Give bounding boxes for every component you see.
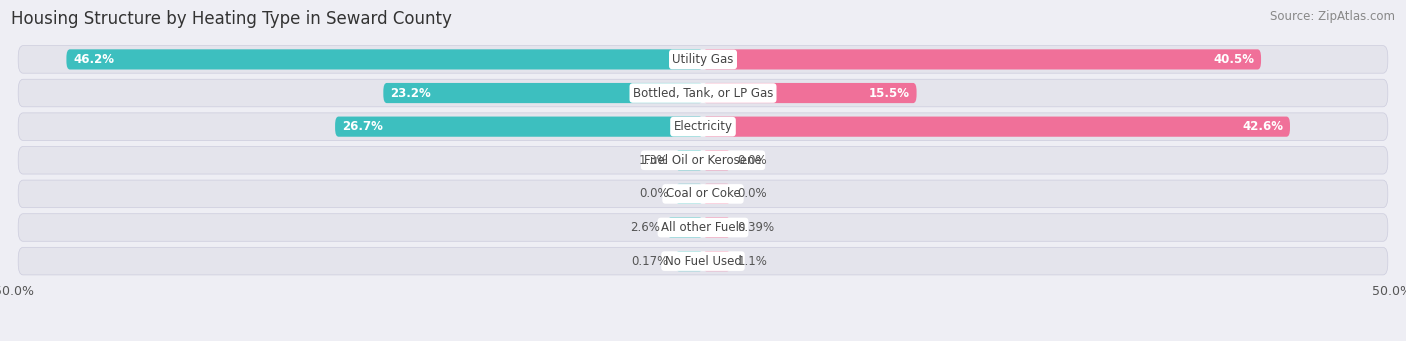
FancyBboxPatch shape — [18, 79, 1388, 107]
FancyBboxPatch shape — [675, 150, 703, 170]
FancyBboxPatch shape — [703, 184, 731, 204]
FancyBboxPatch shape — [703, 150, 731, 170]
Text: 42.6%: 42.6% — [1241, 120, 1284, 133]
Text: 15.5%: 15.5% — [869, 87, 910, 100]
Text: 0.0%: 0.0% — [738, 188, 768, 201]
Text: Housing Structure by Heating Type in Seward County: Housing Structure by Heating Type in Sew… — [11, 10, 453, 28]
FancyBboxPatch shape — [18, 180, 1388, 208]
Text: 0.0%: 0.0% — [738, 154, 768, 167]
Text: Source: ZipAtlas.com: Source: ZipAtlas.com — [1270, 10, 1395, 23]
Text: No Fuel Used: No Fuel Used — [665, 255, 741, 268]
Text: 0.0%: 0.0% — [638, 188, 669, 201]
FancyBboxPatch shape — [703, 218, 731, 238]
FancyBboxPatch shape — [703, 117, 1289, 137]
Text: Utility Gas: Utility Gas — [672, 53, 734, 66]
FancyBboxPatch shape — [384, 83, 703, 103]
FancyBboxPatch shape — [668, 218, 703, 238]
FancyBboxPatch shape — [675, 184, 703, 204]
Text: Bottled, Tank, or LP Gas: Bottled, Tank, or LP Gas — [633, 87, 773, 100]
FancyBboxPatch shape — [675, 251, 703, 271]
Text: All other Fuels: All other Fuels — [661, 221, 745, 234]
FancyBboxPatch shape — [18, 247, 1388, 275]
Text: Electricity: Electricity — [673, 120, 733, 133]
FancyBboxPatch shape — [18, 113, 1388, 140]
Text: 1.1%: 1.1% — [738, 255, 768, 268]
Text: Coal or Coke: Coal or Coke — [665, 188, 741, 201]
Text: 0.17%: 0.17% — [631, 255, 669, 268]
FancyBboxPatch shape — [703, 83, 917, 103]
FancyBboxPatch shape — [703, 251, 731, 271]
Text: 46.2%: 46.2% — [73, 53, 114, 66]
Text: 0.39%: 0.39% — [738, 221, 775, 234]
FancyBboxPatch shape — [18, 46, 1388, 73]
FancyBboxPatch shape — [335, 117, 703, 137]
Text: 2.6%: 2.6% — [630, 221, 661, 234]
FancyBboxPatch shape — [703, 49, 1261, 70]
Text: Fuel Oil or Kerosene: Fuel Oil or Kerosene — [644, 154, 762, 167]
FancyBboxPatch shape — [18, 214, 1388, 241]
Text: 26.7%: 26.7% — [342, 120, 382, 133]
FancyBboxPatch shape — [18, 147, 1388, 174]
Text: 1.3%: 1.3% — [638, 154, 669, 167]
Text: 23.2%: 23.2% — [391, 87, 432, 100]
Text: 40.5%: 40.5% — [1213, 53, 1254, 66]
FancyBboxPatch shape — [66, 49, 703, 70]
